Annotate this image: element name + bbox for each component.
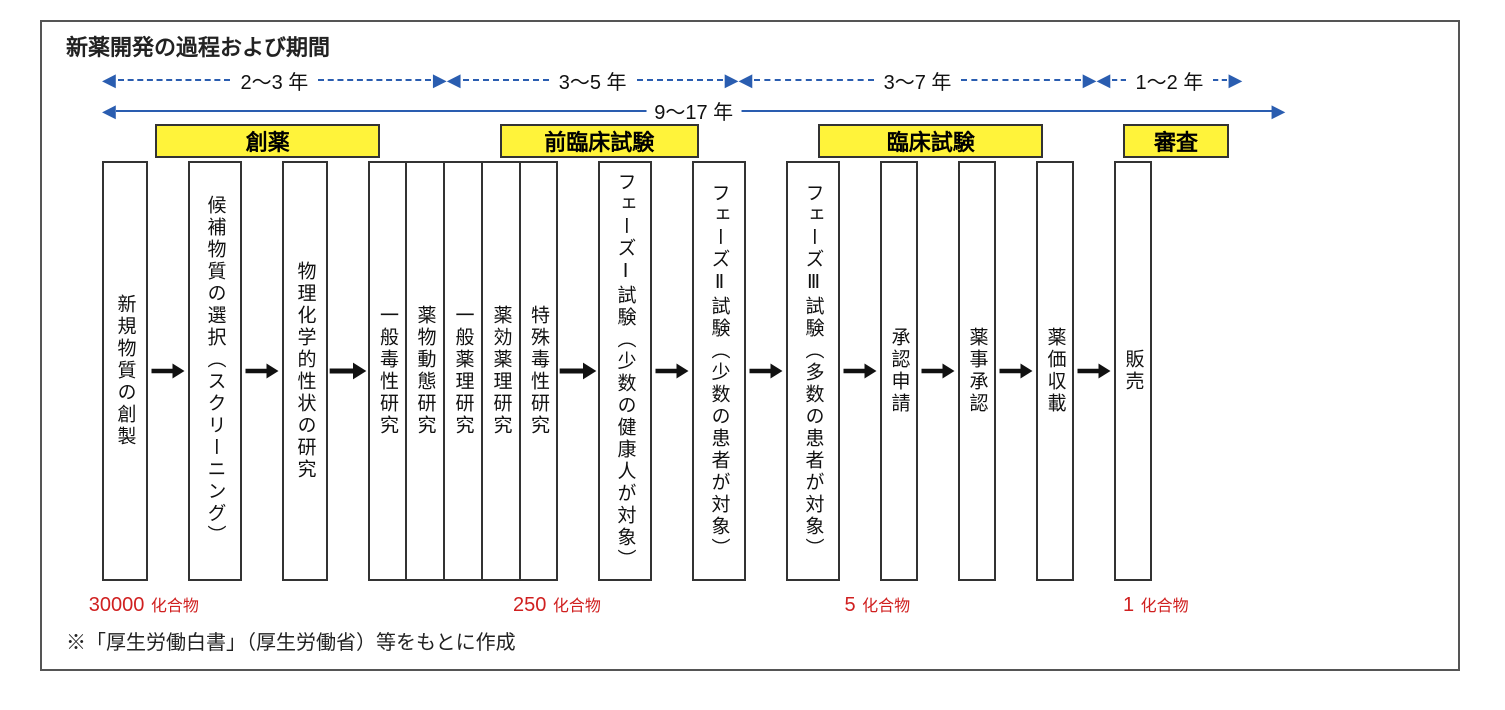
compound-count: 1 化合物 <box>1123 592 1189 617</box>
stage-header: 臨床試験 <box>818 124 1043 158</box>
arrow-icon <box>840 359 880 383</box>
diagram-title: 新薬開発の過程および期間 <box>66 30 1438 62</box>
compound-count: 5 化合物 <box>845 592 911 617</box>
stage-header: 審査 <box>1123 124 1229 158</box>
flow-step: 販売 <box>1114 161 1152 581</box>
flow-step: 薬事承認 <box>958 161 996 581</box>
flow-step: 候補物質の選択︵スクリーニング︶ <box>188 161 242 581</box>
timeline-segment: ◀1～2 年▶ <box>1097 68 1243 92</box>
arrow-icon <box>918 359 958 383</box>
stage-header: 創薬 <box>155 124 380 158</box>
arrow-icon <box>746 359 786 383</box>
flow-step: 薬物動態研究 <box>406 161 444 581</box>
stage-header: 前臨床試験 <box>500 124 699 158</box>
timeline-segment-label: 1～2 年 <box>1128 66 1212 95</box>
flow-step: 一般毒性研究 <box>368 161 406 581</box>
arrow-icon <box>242 359 282 383</box>
flow-step: フェーズⅠ試験︵少数の健康人が対象︶ <box>598 161 652 581</box>
compound-counts-row: 30000 化合物250 化合物5 化合物1 化合物 <box>102 592 1428 616</box>
timeline-segment: ◀3～7 年▶ <box>738 68 1096 92</box>
flow-step: 薬価収載 <box>1036 161 1074 581</box>
flow-step: 薬効薬理研究 <box>482 161 520 581</box>
stage-headers-row: 創薬 前臨床試験 臨床試験 審査 <box>102 124 1428 160</box>
flow-step: 新規物質の創製 <box>102 161 148 581</box>
flow-step: 一般薬理研究 <box>444 161 482 581</box>
timeline-segment: ◀3～5 年▶ <box>447 68 739 92</box>
timeline-total: ◀ 9～17 年 ▶ <box>102 98 1285 124</box>
flow-step: 特殊毒性研究 <box>520 161 558 581</box>
arrow-icon <box>996 359 1036 383</box>
flow-row: 新規物質の創製候補物質の選択︵スクリーニング︶物理化学的性状の研究一般毒性研究薬… <box>102 156 1428 586</box>
timeline-segments: ◀2～3 年▶◀3～5 年▶◀3～7 年▶◀1～2 年▶ <box>102 68 1428 98</box>
timeline-segment: ◀2～3 年▶ <box>102 68 447 92</box>
flow-step: 物理化学的性状の研究 <box>282 161 328 581</box>
arrow-icon <box>328 356 368 386</box>
arrow-icon <box>148 359 188 383</box>
compound-count: 30000 化合物 <box>89 592 199 617</box>
timeline-segment-label: 3～5 年 <box>551 66 635 95</box>
flow-step-group: 承認申請 <box>880 161 918 581</box>
compound-count: 250 化合物 <box>513 592 601 617</box>
arrow-icon <box>1074 359 1114 383</box>
timeline-total-label: 9～17 年 <box>646 96 741 125</box>
arrow-icon <box>558 356 598 386</box>
flow-step: 承認申請 <box>880 161 918 581</box>
diagram-frame: 新薬開発の過程および期間 ◀2～3 年▶◀3～5 年▶◀3～7 年▶◀1～2 年… <box>40 20 1460 671</box>
flow-step-group: 一般毒性研究薬物動態研究一般薬理研究薬効薬理研究特殊毒性研究 <box>368 161 558 581</box>
arrow-icon <box>652 359 692 383</box>
timeline-segment-label: 2～3 年 <box>232 66 316 95</box>
flow-step: フェーズⅡ試験︵少数の患者が対象︶ <box>692 161 746 581</box>
timeline-segment-label: 3～7 年 <box>876 66 960 95</box>
flow-step: フェーズⅢ試験︵多数の患者が対象︶ <box>786 161 840 581</box>
flow-step-group: 薬事承認 <box>958 161 996 581</box>
footnote: ※「厚生労働白書」（厚生労働省）等をもとに作成 <box>66 626 1438 655</box>
